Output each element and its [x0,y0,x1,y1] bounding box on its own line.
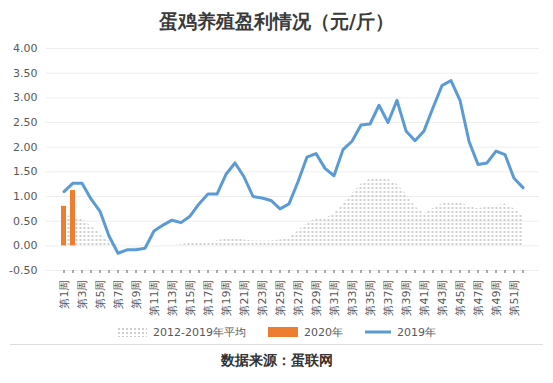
svg-text:第9周: 第9周 [130,280,143,309]
svg-text:第37周: 第37周 [382,280,395,316]
svg-text:3.50: 3.50 [13,67,38,80]
svg-text:1.00: 1.00 [13,190,38,203]
svg-text:1.50: 1.50 [13,165,38,178]
svg-text:2.50: 2.50 [13,116,38,129]
svg-text:-0.50: -0.50 [9,264,37,277]
svg-text:2.00: 2.00 [13,141,38,154]
svg-text:第23周: 第23周 [256,280,269,316]
svg-text:第51周: 第51周 [508,280,521,316]
svg-text:3.00: 3.00 [13,91,38,104]
svg-text:第7周: 第7周 [112,280,125,309]
svg-text:第27周: 第27周 [292,280,305,316]
html-text:数据来源：蛋联网: 数据来源：蛋联网 [220,352,333,368]
svg-text:第45周: 第45周 [454,280,467,316]
svg-text:第47周: 第47周 [472,280,485,316]
svg-text:第29周: 第29周 [310,280,323,316]
svg-text:第19周: 第19周 [220,280,233,316]
svg-text:第41周: 第41周 [418,280,431,316]
html-text:蛋鸡养殖盈利情况（元/斤）: 蛋鸡养殖盈利情况（元/斤） [159,10,394,32]
svg-text:4.00: 4.00 [13,42,38,55]
svg-text:第25周: 第25周 [274,280,287,316]
svg-text:第35周: 第35周 [364,280,377,316]
svg-text:第17周: 第17周 [202,280,215,316]
svg-text:第49周: 第49周 [490,280,503,316]
svg-text:第5周: 第5周 [94,280,107,309]
svg-text:第31周: 第31周 [328,280,341,316]
svg-text:0.50: 0.50 [13,215,38,228]
svg-text:第13周: 第13周 [166,280,179,316]
svg-text:第43周: 第43周 [436,280,449,316]
svg-text:0.00: 0.00 [13,239,38,252]
svg-text:第15周: 第15周 [184,280,197,316]
svg-text:第33周: 第33周 [346,280,359,316]
svg-text:第21周: 第21周 [238,280,251,316]
svg-text:第1周: 第1周 [58,280,71,309]
html-text:2012-2019年平均: 2012-2019年平均 [153,325,246,339]
svg-text:第3周: 第3周 [76,280,89,309]
html-text:2019年: 2019年 [397,325,436,339]
svg-text:第11周: 第11周 [148,280,161,316]
html-text:2020年: 2020年 [304,325,343,339]
svg-text:第39周: 第39周 [400,280,413,316]
